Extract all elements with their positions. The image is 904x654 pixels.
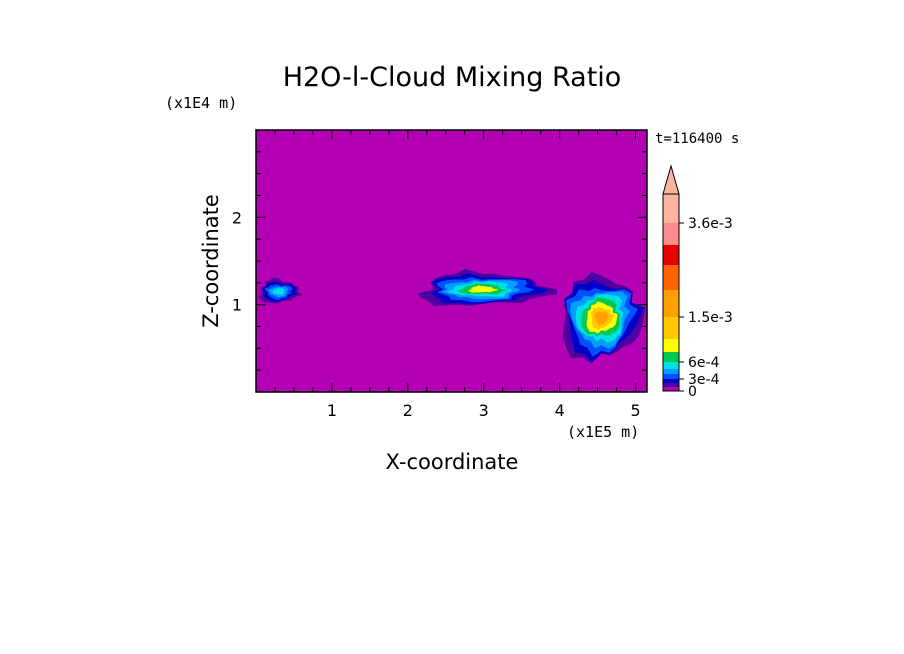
colorbar-band <box>663 383 679 387</box>
x-tick-label: 4 <box>555 401 565 420</box>
colorbar <box>662 164 680 392</box>
colorbar-band <box>663 194 679 223</box>
axis-ticks <box>256 130 647 392</box>
colorbar-band <box>663 369 679 374</box>
cloud-left-level <box>272 288 285 295</box>
colorbar-frame <box>662 193 680 392</box>
colorbar-extension <box>662 164 680 195</box>
cloud-center <box>417 268 558 307</box>
colorbar-band <box>663 339 679 352</box>
colorbar-band <box>663 374 679 379</box>
colorbar-band <box>663 290 679 317</box>
cloud-right <box>562 271 646 364</box>
colorbar-band <box>663 362 679 369</box>
colorbar-tick-label: 1.5e-3 <box>688 310 733 326</box>
colorbar-band <box>663 265 679 290</box>
plot-area <box>255 129 648 393</box>
y-unit-label: (x1E4 m) <box>165 94 237 112</box>
y-tick-labels: 12 <box>232 208 242 314</box>
x-tick-label: 5 <box>631 401 641 420</box>
colorbar-band <box>663 223 679 245</box>
colorbar-tick-label: 3e-4 <box>688 372 720 388</box>
cloud-left <box>258 277 304 304</box>
colorbar-tick-label: 3.6e-3 <box>688 216 733 232</box>
colorbar-band <box>663 245 679 265</box>
colorbar-tick-label: 6e-4 <box>688 355 720 371</box>
chart-title: H2O-l-Cloud Mixing Ratio <box>283 62 622 93</box>
x-unit-label: (x1E5 m) <box>567 423 639 441</box>
x-tick-label: 2 <box>403 401 413 420</box>
colorbar-band <box>663 352 679 362</box>
y-tick-label: 1 <box>232 296 242 315</box>
colorbar-band <box>663 317 679 339</box>
colorbar-band <box>663 387 679 391</box>
y-axis-label: Z-coordinate <box>199 194 223 328</box>
cloud-contours <box>258 268 646 364</box>
x-tick-label: 3 <box>479 401 489 420</box>
colorbar-band <box>663 379 679 383</box>
colorbar-labels: 3.6e-3 1.5e-3 6e-43e-40 <box>679 216 733 400</box>
colorbar-tick-label: 0 <box>688 384 697 400</box>
time-label: t=116400 s <box>655 131 739 147</box>
x-tick-labels: 1 2 3 4 5 <box>327 401 641 420</box>
x-axis-label: X-coordinate <box>386 450 519 474</box>
cloud-center-level <box>467 285 498 293</box>
y-tick-label: 2 <box>232 208 242 227</box>
plot-frame <box>255 129 648 393</box>
cloud-right-level <box>594 311 610 326</box>
x-tick-label: 1 <box>327 401 337 420</box>
